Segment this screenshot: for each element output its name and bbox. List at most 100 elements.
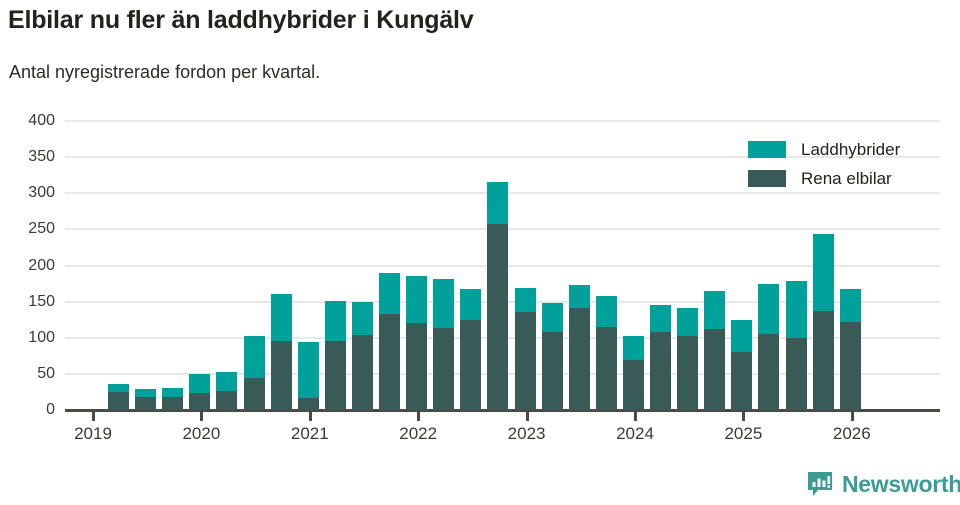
x-axis-tick bbox=[309, 412, 312, 421]
bar-segment-rena-elbilar bbox=[677, 336, 698, 410]
x-axis-tick bbox=[851, 412, 854, 421]
bar[interactable] bbox=[569, 285, 590, 410]
bar-segment-laddhybrider bbox=[758, 284, 779, 334]
x-axis-label: 2020 bbox=[182, 424, 220, 444]
bar-segment-rena-elbilar bbox=[623, 360, 644, 410]
bar[interactable] bbox=[135, 389, 156, 410]
bar[interactable] bbox=[325, 301, 346, 410]
y-axis-label: 0 bbox=[3, 401, 55, 419]
bar-segment-laddhybrider bbox=[244, 336, 265, 378]
bar-segment-laddhybrider bbox=[677, 308, 698, 336]
bar-segment-laddhybrider bbox=[731, 320, 752, 353]
bar-segment-laddhybrider bbox=[840, 289, 861, 322]
bar[interactable] bbox=[786, 281, 807, 410]
bar-segment-rena-elbilar bbox=[135, 397, 156, 410]
newsworthy-logo[interactable]: Newsworthy bbox=[806, 470, 960, 498]
bar-segment-rena-elbilar bbox=[569, 308, 590, 410]
y-axis-label: 50 bbox=[3, 365, 55, 383]
bar-segment-laddhybrider bbox=[487, 182, 508, 224]
bar-segment-rena-elbilar bbox=[271, 341, 292, 410]
bar-segment-rena-elbilar bbox=[162, 397, 183, 410]
x-axis-tick bbox=[417, 412, 420, 421]
bar-segment-rena-elbilar bbox=[216, 391, 237, 410]
bar[interactable] bbox=[108, 384, 129, 410]
bar-segment-rena-elbilar bbox=[460, 320, 481, 410]
bar[interactable] bbox=[379, 273, 400, 410]
bar-segment-laddhybrider bbox=[189, 374, 210, 394]
legend-item-rena-elbilar[interactable]: Rena elbilar bbox=[748, 164, 900, 193]
x-axis-tick bbox=[92, 412, 95, 421]
bar-segment-laddhybrider bbox=[108, 384, 129, 392]
stacked-bar-chart: 050100150200250300350400 201920202021202… bbox=[0, 0, 960, 505]
bar[interactable] bbox=[244, 336, 265, 410]
bar-segment-rena-elbilar bbox=[542, 332, 563, 410]
y-axis-label: 400 bbox=[3, 112, 55, 130]
bar[interactable] bbox=[271, 294, 292, 410]
bar[interactable] bbox=[731, 320, 752, 410]
y-axis-label: 300 bbox=[3, 184, 55, 202]
grid-line bbox=[65, 120, 940, 122]
x-axis-label: 2019 bbox=[74, 424, 112, 444]
bar-segment-rena-elbilar bbox=[840, 322, 861, 410]
bar-segment-laddhybrider bbox=[542, 303, 563, 332]
bar-segment-rena-elbilar bbox=[596, 327, 617, 410]
legend-label-laddhybrider: Laddhybrider bbox=[801, 140, 900, 160]
bar-segment-rena-elbilar bbox=[786, 338, 807, 410]
bar-chart-speech-bubble-icon bbox=[806, 470, 834, 498]
bar[interactable] bbox=[650, 305, 671, 410]
bar-segment-rena-elbilar bbox=[108, 392, 129, 410]
bar[interactable] bbox=[813, 234, 834, 410]
x-axis-tick bbox=[742, 412, 745, 421]
newsworthy-wordmark: Newsworthy bbox=[842, 471, 960, 498]
bar-segment-rena-elbilar bbox=[352, 335, 373, 410]
y-axis-label: 350 bbox=[3, 148, 55, 166]
bar[interactable] bbox=[460, 289, 481, 410]
legend-item-laddhybrider[interactable]: Laddhybrider bbox=[748, 135, 900, 164]
bar-segment-laddhybrider bbox=[650, 305, 671, 332]
x-axis-label: 2021 bbox=[291, 424, 329, 444]
bar[interactable] bbox=[542, 303, 563, 410]
bar[interactable] bbox=[298, 342, 319, 410]
bar[interactable] bbox=[596, 296, 617, 410]
bar[interactable] bbox=[487, 182, 508, 410]
bar[interactable] bbox=[216, 372, 237, 410]
bar-segment-rena-elbilar bbox=[650, 332, 671, 410]
y-axis-label: 100 bbox=[3, 329, 55, 347]
bar-segment-rena-elbilar bbox=[704, 329, 725, 410]
x-axis-tick bbox=[200, 412, 203, 421]
legend-label-rena-elbilar: Rena elbilar bbox=[801, 169, 892, 189]
bar-segment-rena-elbilar bbox=[515, 312, 536, 410]
bar-segment-rena-elbilar bbox=[758, 334, 779, 410]
x-axis-tick bbox=[526, 412, 529, 421]
bar[interactable] bbox=[623, 336, 644, 410]
bar[interactable] bbox=[189, 374, 210, 410]
bar-segment-laddhybrider bbox=[298, 342, 319, 398]
bar-segment-rena-elbilar bbox=[406, 323, 427, 410]
x-axis-label: 2026 bbox=[833, 424, 871, 444]
bar-segment-rena-elbilar bbox=[379, 314, 400, 410]
y-axis-label: 150 bbox=[3, 293, 55, 311]
bar[interactable] bbox=[704, 291, 725, 410]
bar[interactable] bbox=[162, 388, 183, 410]
bar[interactable] bbox=[677, 308, 698, 410]
bar-segment-laddhybrider bbox=[596, 296, 617, 327]
bar-segment-laddhybrider bbox=[460, 289, 481, 321]
legend-swatch-laddhybrider bbox=[748, 141, 786, 158]
bar[interactable] bbox=[406, 276, 427, 410]
legend-swatch-rena-elbilar bbox=[748, 170, 786, 187]
bar-segment-rena-elbilar bbox=[189, 393, 210, 410]
bar-segment-laddhybrider bbox=[162, 388, 183, 397]
bar-segment-laddhybrider bbox=[216, 372, 237, 391]
bar-segment-rena-elbilar bbox=[325, 341, 346, 410]
bar[interactable] bbox=[758, 284, 779, 410]
bar[interactable] bbox=[352, 302, 373, 410]
bar-segment-rena-elbilar bbox=[433, 328, 454, 410]
bar[interactable] bbox=[515, 288, 536, 410]
bar-segment-laddhybrider bbox=[325, 301, 346, 341]
bar-segment-laddhybrider bbox=[433, 279, 454, 327]
x-axis-label: 2023 bbox=[508, 424, 546, 444]
bar-segment-laddhybrider bbox=[704, 291, 725, 329]
y-axis-label: 250 bbox=[3, 220, 55, 238]
bar[interactable] bbox=[840, 289, 861, 410]
bar[interactable] bbox=[433, 279, 454, 410]
